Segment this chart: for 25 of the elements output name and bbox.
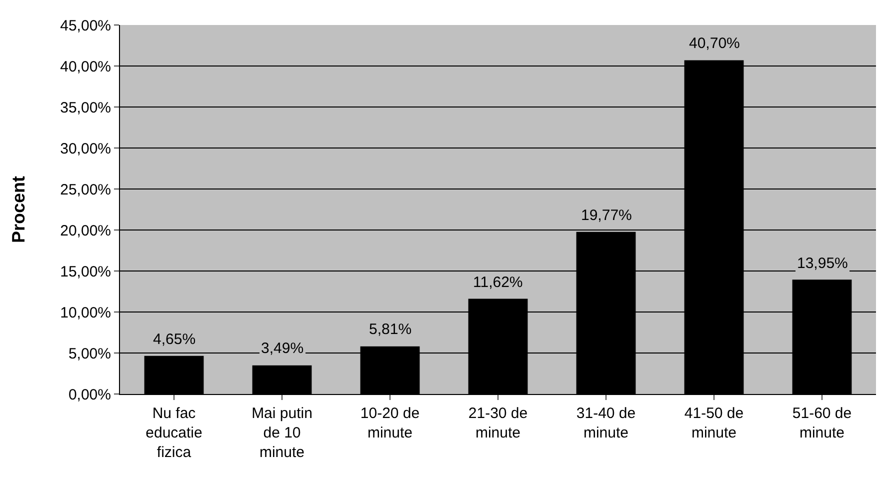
- x-tick-label: 31-40 de minute: [576, 405, 636, 442]
- x-tick-label: Mai putin de 10 minute: [252, 405, 312, 461]
- data-label: 19,77%: [581, 207, 632, 224]
- y-tick-label: 0,00%: [68, 386, 111, 404]
- y-tick-label: 5,00%: [68, 345, 111, 362]
- y-tick-label: 45,00%: [60, 17, 111, 34]
- x-tick-label: Nu fac educatie fizica: [146, 405, 202, 461]
- y-tick-label: 40,00%: [60, 58, 111, 76]
- data-label: 3,49%: [261, 340, 304, 357]
- data-label: 4,65%: [153, 331, 196, 348]
- y-tick-label: 30,00%: [60, 140, 111, 158]
- y-tick-label: 10,00%: [60, 304, 111, 322]
- x-tick-label: 21-30 de minute: [468, 405, 528, 442]
- x-tick-label: 51-60 de minute: [792, 405, 852, 442]
- y-axis-title: Procent: [8, 176, 28, 244]
- y-tick-label: 35,00%: [60, 99, 111, 116]
- data-label: 5,81%: [369, 321, 412, 338]
- data-label: 40,70%: [689, 35, 740, 52]
- x-tick-label: 10-20 de minute: [360, 405, 420, 442]
- y-tick-label: 20,00%: [60, 222, 111, 240]
- y-tick-label: 25,00%: [60, 181, 111, 198]
- y-tick-label: 15,00%: [60, 263, 111, 280]
- data-label: 13,95%: [797, 255, 848, 272]
- x-tick-label: 41-50 de minute: [684, 405, 744, 442]
- data-label: 11,62%: [473, 274, 523, 291]
